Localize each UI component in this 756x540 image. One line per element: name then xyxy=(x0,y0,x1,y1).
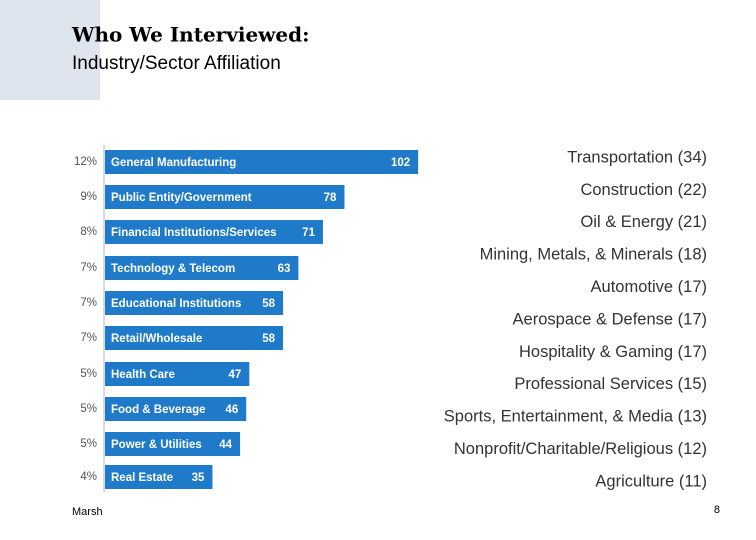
category-label: Real Estate xyxy=(111,472,173,484)
category-label: Financial Institutions/Services xyxy=(111,227,277,239)
industry-item: Professional Services (15) xyxy=(514,375,707,393)
value-label: 71 xyxy=(302,227,315,239)
decor-block xyxy=(0,0,100,100)
percent-label: 5% xyxy=(80,438,97,450)
value-label: 58 xyxy=(262,333,275,345)
bar xyxy=(105,150,419,174)
category-label: Food & Beverage xyxy=(111,404,206,416)
category-label: General Manufacturing xyxy=(111,157,236,169)
percent-label: 7% xyxy=(80,332,97,344)
value-label: 102 xyxy=(391,157,410,169)
category-label: Educational Institutions xyxy=(111,298,241,310)
subtitle: Industry/Sector Affiliation xyxy=(72,53,281,74)
category-label: Health Care xyxy=(111,369,175,381)
bar xyxy=(105,185,345,209)
source: Marsh xyxy=(72,506,103,518)
industry-item: Agriculture (11) xyxy=(595,472,707,490)
page-number: 8 xyxy=(714,504,720,516)
category-label: Technology & Telecom xyxy=(111,263,235,275)
bar xyxy=(105,397,247,421)
value-label: 35 xyxy=(192,472,205,484)
category-label: Public Entity/Government xyxy=(111,192,252,204)
title: Who We Interviewed: xyxy=(71,23,309,47)
industry-item: Oil & Energy (21) xyxy=(580,213,707,231)
value-label: 46 xyxy=(225,404,238,416)
bar xyxy=(105,465,213,489)
bar xyxy=(105,326,284,350)
percent-label: 4% xyxy=(80,471,97,483)
value-label: 78 xyxy=(324,192,337,204)
percent-label: 5% xyxy=(80,403,97,415)
percent-label: 8% xyxy=(80,226,97,238)
value-label: 63 xyxy=(278,263,291,275)
value-label: 47 xyxy=(228,369,241,381)
industry-item: Automotive (17) xyxy=(591,278,707,296)
bar xyxy=(105,432,241,456)
industry-item: Sports, Entertainment, & Media (13) xyxy=(444,408,707,426)
percent-label: 5% xyxy=(80,368,97,380)
value-label: 44 xyxy=(219,439,232,451)
industry-item: Mining, Metals, & Minerals (18) xyxy=(480,246,707,264)
bar xyxy=(105,256,299,280)
bar xyxy=(105,220,323,244)
category-label: Power & Utilities xyxy=(111,439,202,451)
value-label: 58 xyxy=(262,298,275,310)
industry-item: Aerospace & Defense (17) xyxy=(513,310,707,328)
percent-label: 12% xyxy=(74,156,97,168)
industry-item: Construction (22) xyxy=(580,181,707,199)
bar xyxy=(105,291,284,315)
percent-label: 9% xyxy=(80,191,97,203)
industry-item: Transportation (34) xyxy=(567,148,707,166)
percent-label: 7% xyxy=(80,297,97,309)
industry-item: Nonprofit/Charitable/Religious (12) xyxy=(454,440,707,458)
percent-label: 7% xyxy=(80,262,97,274)
industry-item: Hospitality & Gaming (17) xyxy=(519,343,707,361)
category-label: Retail/Wholesale xyxy=(111,333,202,345)
bar xyxy=(105,362,250,386)
